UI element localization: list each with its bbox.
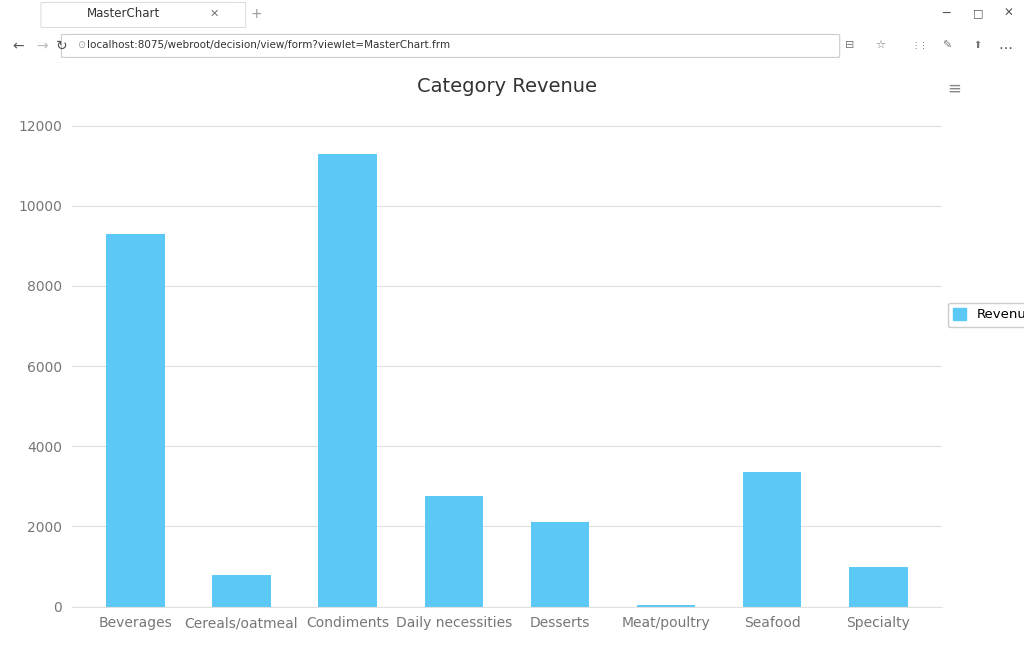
Text: +: + bbox=[251, 7, 262, 21]
Bar bbox=[425, 496, 483, 607]
Text: ─: ─ bbox=[942, 7, 949, 20]
Text: ⊟: ⊟ bbox=[845, 40, 854, 50]
Text: ⋮⋮: ⋮⋮ bbox=[911, 41, 928, 50]
Bar bbox=[212, 574, 270, 607]
Bar bbox=[318, 153, 377, 607]
Text: ⊙: ⊙ bbox=[77, 40, 85, 50]
Bar bbox=[637, 606, 695, 607]
Text: localhost:8075/webroot/decision/view/form?viewlet=MasterChart.frm: localhost:8075/webroot/decision/view/for… bbox=[87, 40, 451, 50]
Text: ←: ← bbox=[12, 39, 24, 53]
Text: …: … bbox=[998, 38, 1013, 52]
Bar bbox=[530, 522, 589, 607]
FancyBboxPatch shape bbox=[61, 35, 840, 57]
Bar bbox=[743, 472, 802, 607]
Bar bbox=[849, 566, 907, 607]
Text: ⬆: ⬆ bbox=[973, 40, 981, 50]
Text: ↻: ↻ bbox=[56, 39, 68, 53]
Title: Category Revenue: Category Revenue bbox=[417, 77, 597, 96]
Text: ☆: ☆ bbox=[876, 40, 886, 50]
Text: ≡: ≡ bbox=[947, 80, 962, 98]
Legend: Revenue: Revenue bbox=[947, 303, 1024, 327]
Text: ✎: ✎ bbox=[942, 40, 951, 50]
Text: □: □ bbox=[973, 9, 983, 19]
Text: ✕: ✕ bbox=[210, 9, 219, 19]
Text: ✕: ✕ bbox=[1004, 7, 1014, 20]
Bar bbox=[106, 234, 165, 607]
FancyBboxPatch shape bbox=[41, 2, 246, 27]
Text: MasterChart: MasterChart bbox=[87, 7, 161, 20]
Text: →: → bbox=[36, 39, 47, 53]
